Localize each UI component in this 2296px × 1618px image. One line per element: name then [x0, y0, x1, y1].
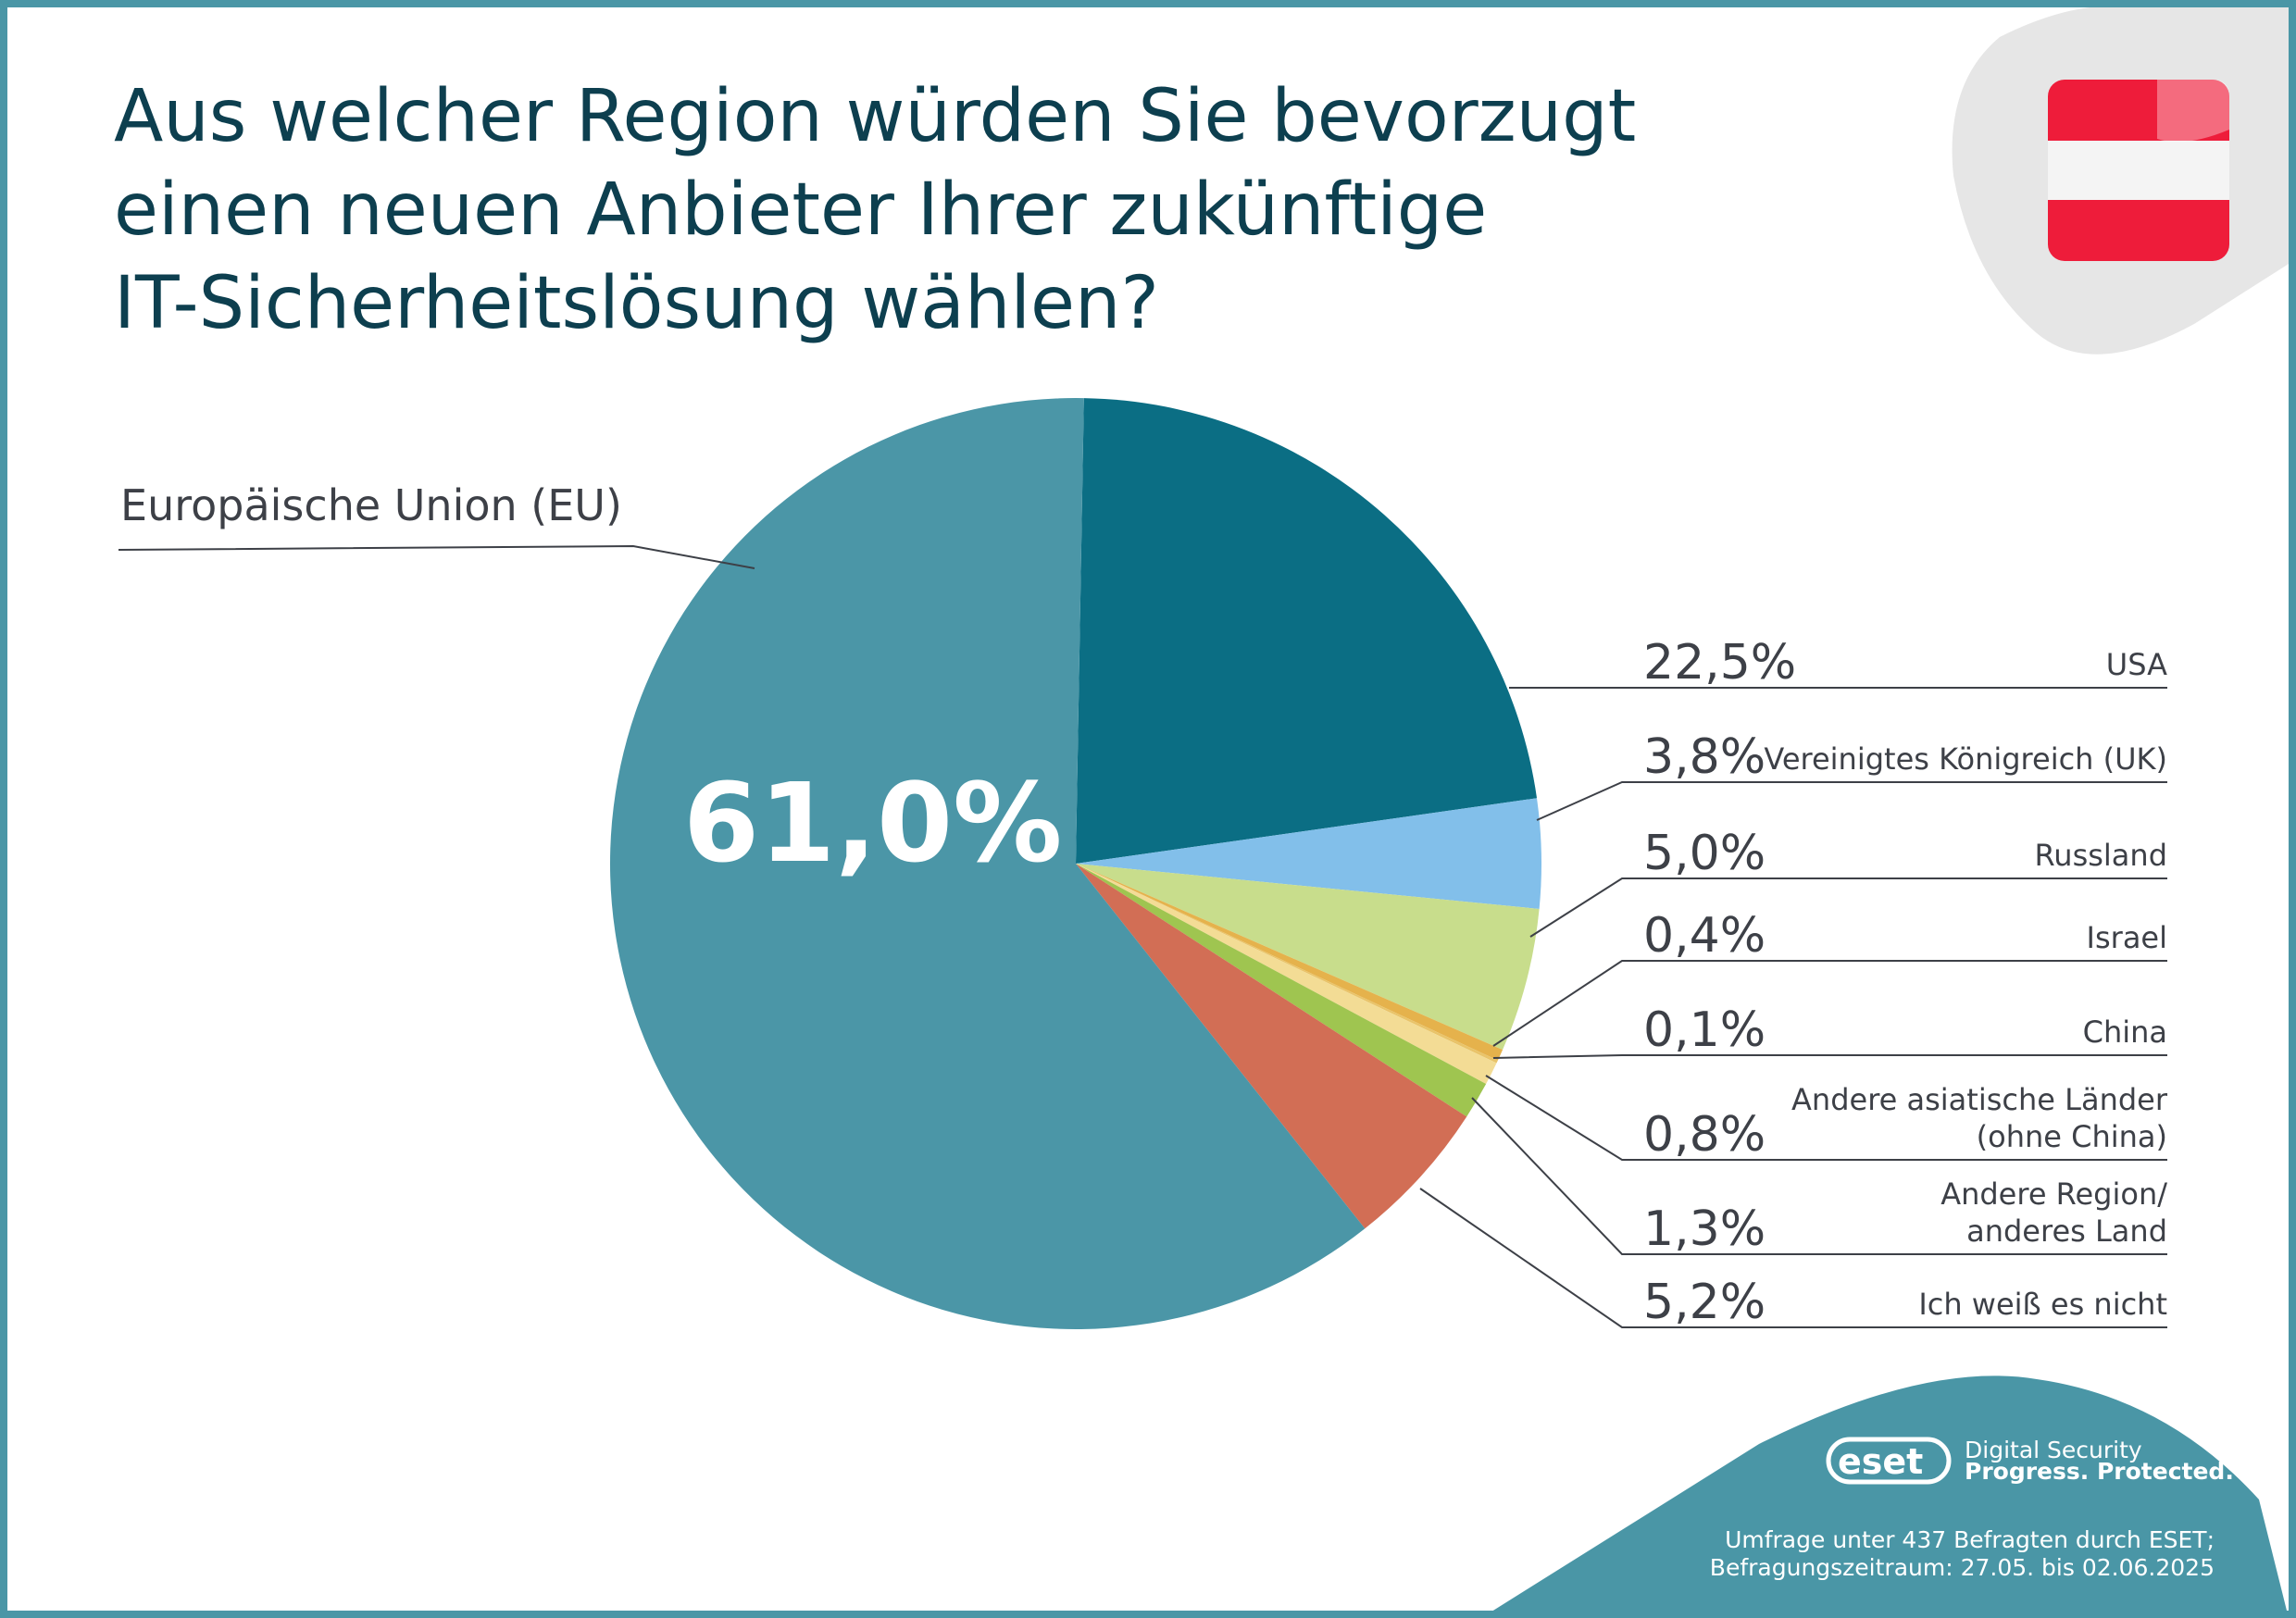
pie-slice-0 — [1076, 398, 1538, 864]
leader-line-4 — [1492, 1054, 2167, 1059]
value-label: 1,3% — [1643, 1201, 1766, 1257]
title-line-2: einen neuen Anbieter Ihrer zukünftige — [114, 168, 1487, 252]
value-label: 5,2% — [1643, 1275, 1766, 1330]
eu-value-label: 61,0% — [683, 759, 1062, 887]
leader-line-2 — [1529, 877, 2167, 938]
category-label: China — [2083, 1014, 2167, 1050]
pie-slice-3 — [1076, 864, 1504, 1061]
category-label: (ohne China) — [1977, 1119, 2167, 1154]
category-label: Russland — [2034, 838, 2167, 873]
logo-tagline-2: Progress. Protected. — [1965, 1458, 2234, 1485]
pie-slice-5 — [1076, 864, 1497, 1085]
pie-slice-7 — [1076, 864, 1467, 1229]
category-label: USA — [2106, 647, 2167, 682]
title-line-1: Aus welcher Region würden Sie bevorzugt — [114, 75, 1636, 158]
footnote-line-2: Befragungszeitraum: 27.05. bis 02.06.202… — [1710, 1554, 2215, 1581]
leader-line-1 — [1536, 781, 2167, 821]
value-label: 0,4% — [1643, 908, 1766, 964]
footer-wave — [1481, 1375, 2289, 1618]
austria-flag-icon — [2048, 80, 2229, 261]
pie-slice-6 — [1076, 864, 1487, 1117]
category-label: Vereinigtes Königreich (UK) — [1764, 741, 2167, 777]
eu-leader-line — [118, 544, 755, 569]
value-label: 0,1% — [1643, 1002, 1766, 1058]
category-label: Andere Region/ — [1940, 1176, 2167, 1212]
svg-text:eset: eset — [1838, 1441, 1923, 1482]
leader-line-6 — [1471, 1097, 2167, 1255]
category-label: Israel — [2087, 920, 2167, 955]
pie-slice-8 — [609, 398, 1366, 1329]
pie-slice-2 — [1076, 864, 1540, 1051]
value-label: 5,0% — [1643, 826, 1766, 881]
leader-line-7 — [1419, 1188, 2167, 1328]
eu-label: Europäische Union (EU) — [120, 480, 622, 530]
value-label: 22,5% — [1643, 635, 1796, 691]
logo-tagline-1: Digital Security — [1965, 1437, 2142, 1463]
title-line-3: IT-Sicherheitslösung wählen? — [114, 262, 1159, 345]
footnote-line-1: Umfrage unter 437 Befragten durch ESET; — [1725, 1526, 2215, 1553]
leader-line-3 — [1492, 960, 2167, 1047]
pie-slice-4 — [1076, 864, 1498, 1064]
category-label: anderes Land — [1966, 1214, 2167, 1249]
category-label: Ich weiß es nicht — [1918, 1287, 2167, 1322]
pie-slice-1 — [1076, 798, 1541, 909]
leader-line-5 — [1485, 1075, 2167, 1161]
eset-logo: eset Digital Security Progress. Protecte… — [1826, 1437, 2234, 1485]
value-label: 0,8% — [1643, 1107, 1766, 1163]
value-label: 3,8% — [1643, 729, 1766, 785]
category-label: Andere asiatische Länder — [1791, 1082, 2168, 1117]
